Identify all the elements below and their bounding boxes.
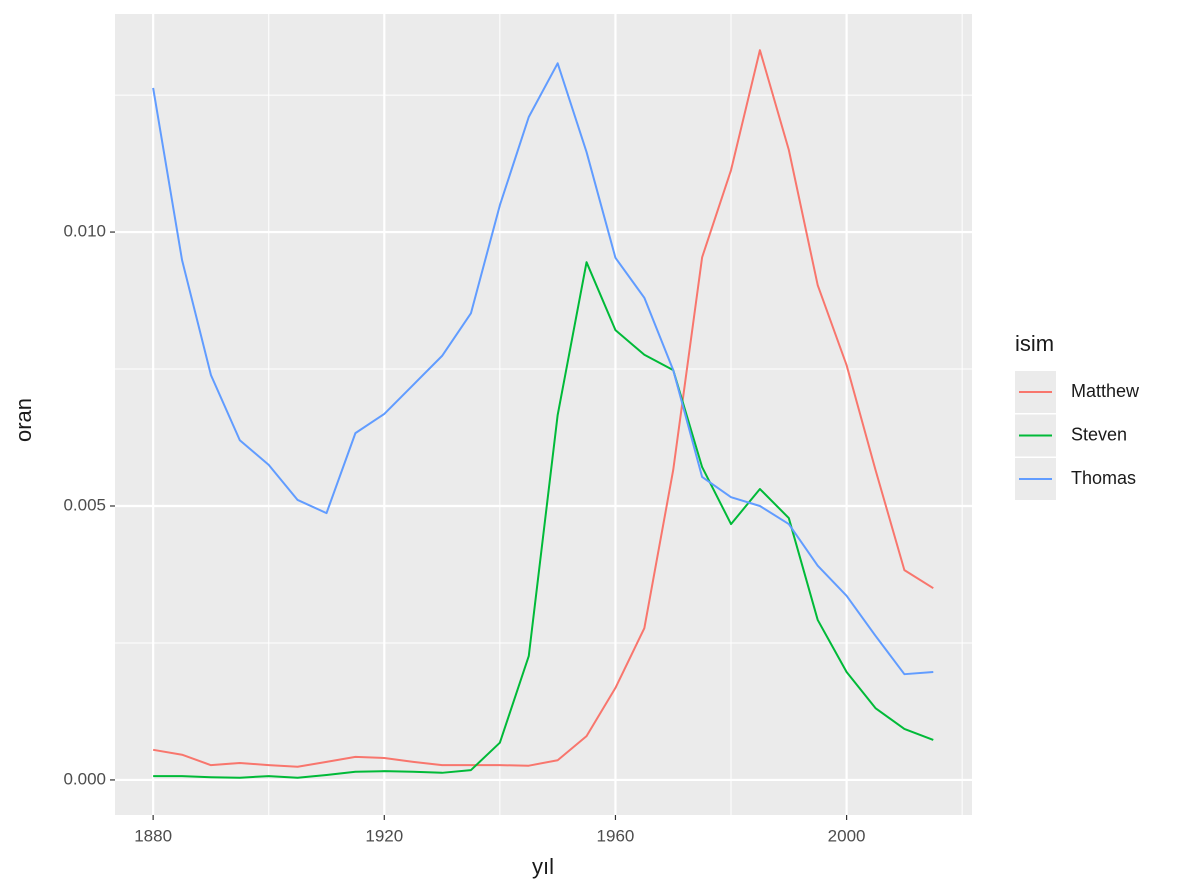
x-axis-title: yıl	[532, 854, 554, 879]
plot-panel	[115, 14, 972, 815]
legend-label: Matthew	[1071, 381, 1140, 401]
x-tick-label: 1920	[365, 826, 403, 845]
x-tick-label: 1960	[597, 826, 635, 845]
y-tick-label: 0.010	[63, 222, 106, 241]
y-axis-title: oran	[11, 398, 36, 442]
series-line	[152, 49, 934, 768]
x-tick-label: 2000	[828, 826, 866, 845]
y-tick-label: 0.000	[63, 769, 106, 788]
legend-label: Thomas	[1071, 468, 1136, 488]
x-tick-label: 1880	[134, 826, 172, 845]
series-line	[153, 261, 934, 779]
y-tick-label: 0.005	[63, 495, 106, 514]
legend-title: isim	[1015, 331, 1054, 356]
series-line	[152, 62, 934, 676]
legend-label: Steven	[1071, 424, 1127, 444]
